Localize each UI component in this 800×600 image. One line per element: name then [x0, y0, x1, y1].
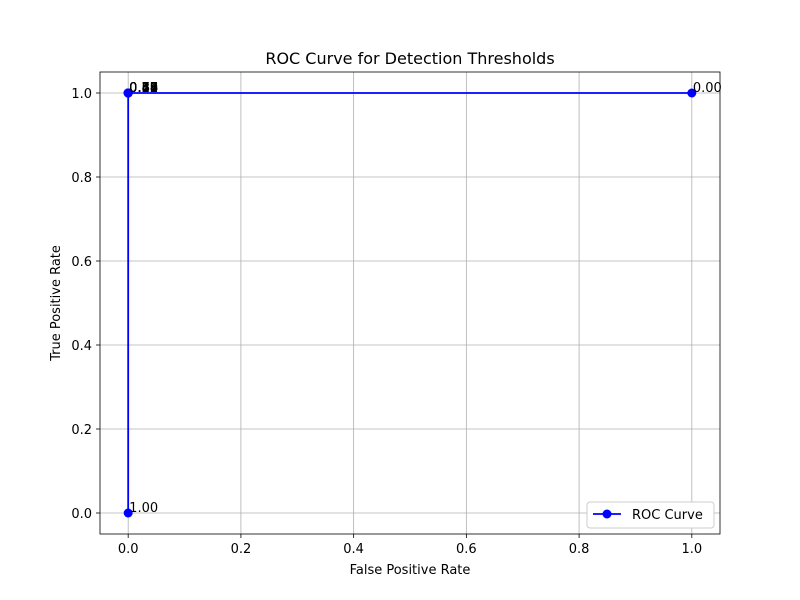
x-tick-label: 0.2: [231, 542, 252, 557]
y-axis-title: True Positive Rate: [49, 245, 64, 362]
series-layer: 1.00 0.890.780.670.560.440.330.220.11 0.00: [123, 81, 722, 518]
y-tick-label: 0.4: [71, 339, 92, 354]
x-axis-title: False Positive Rate: [350, 563, 471, 578]
x-tick-label: 1.0: [681, 542, 702, 557]
y-tick-label: 0.6: [71, 255, 92, 270]
roc-point: [123, 508, 133, 518]
x-tick-label: 0.6: [456, 542, 477, 557]
x-tick-label: 0.0: [118, 542, 139, 557]
threshold-label: 0.44: [129, 81, 158, 96]
threshold-label: 0.33: [129, 81, 158, 96]
roc-point: [687, 88, 697, 98]
plot-frame: [99, 71, 721, 535]
threshold-label: 1.00: [129, 501, 158, 516]
legend: ROC Curve: [586, 501, 715, 529]
threshold-label: 0.67: [129, 81, 158, 96]
chart-title: ROC Curve for Detection Thresholds: [265, 49, 554, 68]
axis-ticks: 0.0 0.2 0.4 0.6 0.8 1.0 0.0 0.2 0.4 0.6 0.8 1.0: [71, 87, 702, 557]
threshold-label: 0.00: [693, 81, 722, 96]
threshold-label: 0.22: [129, 81, 158, 96]
threshold-label: 0.56: [129, 81, 158, 96]
threshold-label: 0.89: [129, 81, 158, 96]
legend-box: [586, 501, 715, 529]
threshold-label: 0.78: [129, 81, 158, 96]
x-tick-label: 0.4: [343, 542, 364, 557]
grid-lines: [100, 72, 720, 534]
legend-marker-swatch: [602, 509, 612, 519]
y-tick-label: 0.8: [71, 171, 92, 186]
y-tick-label: 0.2: [71, 423, 92, 438]
x-tick-label: 0.8: [569, 542, 590, 557]
y-tick-label: 0.0: [71, 507, 92, 522]
legend-label: ROC Curve: [632, 508, 703, 523]
y-tick-label: 1.0: [71, 87, 92, 102]
roc-point: [123, 88, 133, 98]
threshold-label: 0.11: [129, 81, 158, 96]
